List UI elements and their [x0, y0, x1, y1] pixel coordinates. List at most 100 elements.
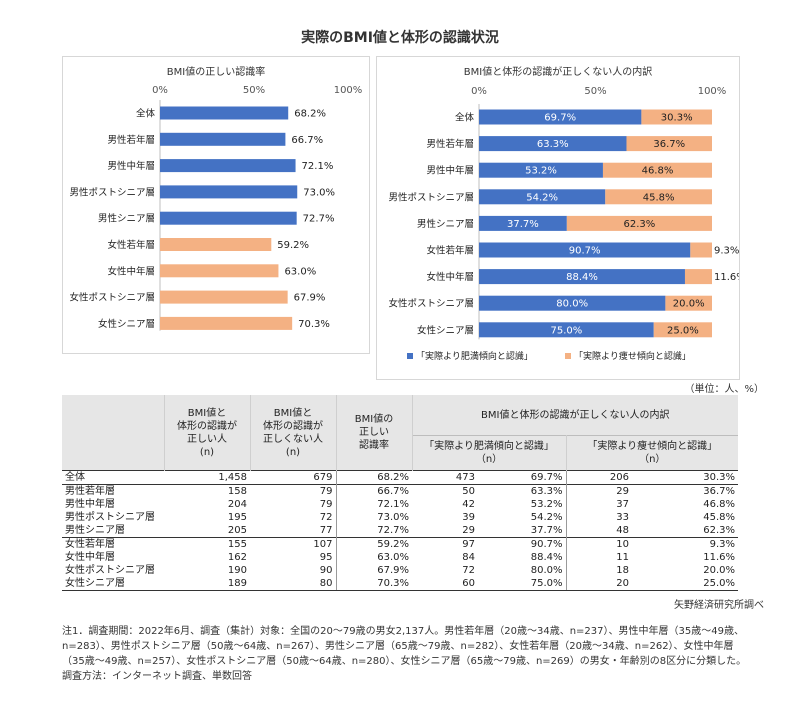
legend-swatch — [407, 353, 413, 359]
bar-segment-thin — [605, 189, 712, 205]
correct-rate-chart-panel: BMI値の正しい認識率 0% 50% 100% 全体 68.2% 男性若年層 66.7% 男性… — [62, 56, 370, 354]
data-label: 69.7% — [544, 113, 576, 124]
obese-percent: 54.2% — [530, 512, 563, 523]
obese-percent: 90.7% — [478, 537, 566, 551]
data-label: 62.3% — [624, 219, 656, 230]
row-category: 女性中年層 — [65, 552, 115, 563]
data-table: BMI値と 体形の認識が 正しい人 (n) BMI値と 体形の認識が 正しくない人 (n) … — [62, 395, 738, 591]
table-row: 女性中年層 162 95 63.0% 84 88.4% 11 11.6% — [62, 551, 738, 564]
bar — [160, 185, 298, 199]
incorrect-count: 80 — [250, 577, 336, 591]
header-correct-rate: BMI値の 正しい 認識率 — [336, 395, 413, 471]
row-category: 男性シニア層 — [65, 525, 125, 536]
table-row: 女性ポストシニア層 190 90 67.9% 72 80.0% 18 20.0% — [62, 564, 738, 577]
obese-percent: 75.0% — [478, 577, 566, 591]
bar-segment-thin — [653, 322, 712, 338]
unit-label: （単位：人、%） — [684, 384, 764, 395]
data-label: 67.9% — [294, 293, 326, 304]
bar-segment-thin — [690, 242, 712, 258]
data-label: 63.3% — [537, 139, 569, 150]
correct-rate: 66.7% — [335, 484, 412, 498]
obese-count: 84 — [462, 552, 475, 563]
thin-count: 20 — [565, 577, 632, 591]
correct-rate: 72.1% — [335, 498, 412, 511]
obese-count: 72 — [462, 565, 475, 576]
bar — [160, 106, 289, 120]
x-tick-label: 100% — [698, 86, 727, 97]
category-label: 女性若年層 — [107, 239, 155, 251]
x-tick-label: 0% — [152, 85, 168, 96]
obese-percent: 80.0% — [530, 565, 563, 576]
category-label: 女性若年層 — [426, 245, 474, 257]
obese-percent: 37.7% — [530, 525, 563, 536]
data-label: 70.3% — [298, 319, 330, 330]
bar-segment-obese — [479, 295, 666, 311]
x-tick-label: 50% — [243, 85, 265, 96]
thin-percent: 62.3% — [703, 525, 735, 536]
thin-count: 206 — [565, 470, 632, 485]
data-label: 90.7% — [569, 246, 601, 257]
incorrect-count: 679 — [250, 470, 336, 485]
data-label: 72.1% — [302, 161, 334, 172]
category-label: 女性ポストシニア層 — [69, 292, 155, 304]
correct-count: 155 — [164, 537, 250, 551]
data-label: 66.7% — [291, 135, 323, 146]
data-label: 9.3% — [714, 246, 739, 257]
thin-count: 37 — [565, 498, 632, 511]
obese-count: 39 — [462, 512, 475, 523]
obese-percent: 53.2% — [530, 499, 563, 510]
obese-percent: 69.7% — [478, 470, 566, 485]
obese-count: 60 — [412, 577, 478, 591]
thin-percent: 45.8% — [703, 512, 735, 523]
data-label: 68.2% — [294, 109, 326, 120]
correct-rate: 73.0% — [335, 511, 412, 524]
row-category: 女性シニア層 — [62, 577, 164, 591]
obese-count: 29 — [462, 525, 475, 536]
data-label: 75.0% — [550, 325, 582, 336]
thin-count: 18 — [565, 564, 632, 577]
data-label: 53.2% — [525, 166, 557, 177]
bar-segment-obese — [479, 162, 603, 178]
bar-segment-obese — [479, 189, 606, 205]
data-label: 46.8% — [642, 166, 674, 177]
bar — [160, 211, 297, 225]
breakdown-chart-panel: BMI値と体形の認識が正しくない人の内訳 0% 50% 100% 全体 69.7% 30.… — [376, 56, 740, 380]
category-label: 男性ポストシニア層 — [388, 191, 474, 203]
data-label: 63.0% — [284, 266, 316, 277]
header-breakdown-group: BMI値と体形の認識が正しくない人の内訳 — [412, 395, 738, 436]
thin-percent: 36.7% — [632, 484, 738, 498]
thin-percent: 11.6% — [703, 552, 735, 563]
incorrect-count: 90 — [319, 565, 333, 576]
bar-segment-thin — [566, 215, 712, 231]
table-row: 女性シニア層 189 80 70.3% 60 75.0% 20 25.0% — [62, 577, 738, 591]
category-label: 男性シニア層 — [417, 218, 474, 230]
category-label: 男性ポストシニア層 — [69, 186, 155, 198]
obese-count: 473 — [412, 470, 478, 485]
header-incorrect-count: BMI値と 体形の認識が 正しくない人 (n) — [250, 395, 337, 471]
bar-segment-obese — [479, 242, 691, 258]
legend-swatch — [565, 353, 571, 359]
correct-count: 158 — [164, 484, 250, 498]
obese-percent: 63.3% — [478, 484, 566, 498]
correct-rate: 68.2% — [335, 470, 412, 485]
bar-segment-obese — [479, 322, 654, 338]
data-label: 25.0% — [667, 325, 699, 336]
correct-rate: 67.9% — [335, 564, 412, 577]
category-label: 女性中年層 — [107, 265, 155, 277]
category-label: 女性中年層 — [426, 271, 474, 283]
data-label: 54.2% — [526, 192, 558, 203]
survey-note: 注1．調査期間：2022年6月、調査（集計）対象：全国の20～79歳の男女2,1… — [62, 626, 747, 682]
category-label: 全体 — [136, 108, 156, 120]
correct-rate: 72.7% — [335, 524, 412, 538]
row-category: 全体 — [62, 470, 164, 485]
category-label: 女性シニア層 — [98, 318, 155, 330]
table-row: 男性シニア層 205 77 72.7% 29 37.7% 48 62.3% — [62, 524, 738, 538]
row-category: 男性中年層 — [65, 499, 115, 510]
obese-count: 50 — [412, 484, 478, 498]
incorrect-count: 72 — [319, 512, 333, 523]
correct-count: 204 — [227, 499, 247, 510]
bar-segment-obese — [479, 269, 685, 285]
breakdown-chart-title: BMI値と体形の認識が正しくない人の内訳 — [463, 67, 653, 78]
bar — [160, 290, 288, 304]
table-row: 男性若年層 158 79 66.7% 50 63.3% 29 36.7% — [62, 484, 738, 498]
